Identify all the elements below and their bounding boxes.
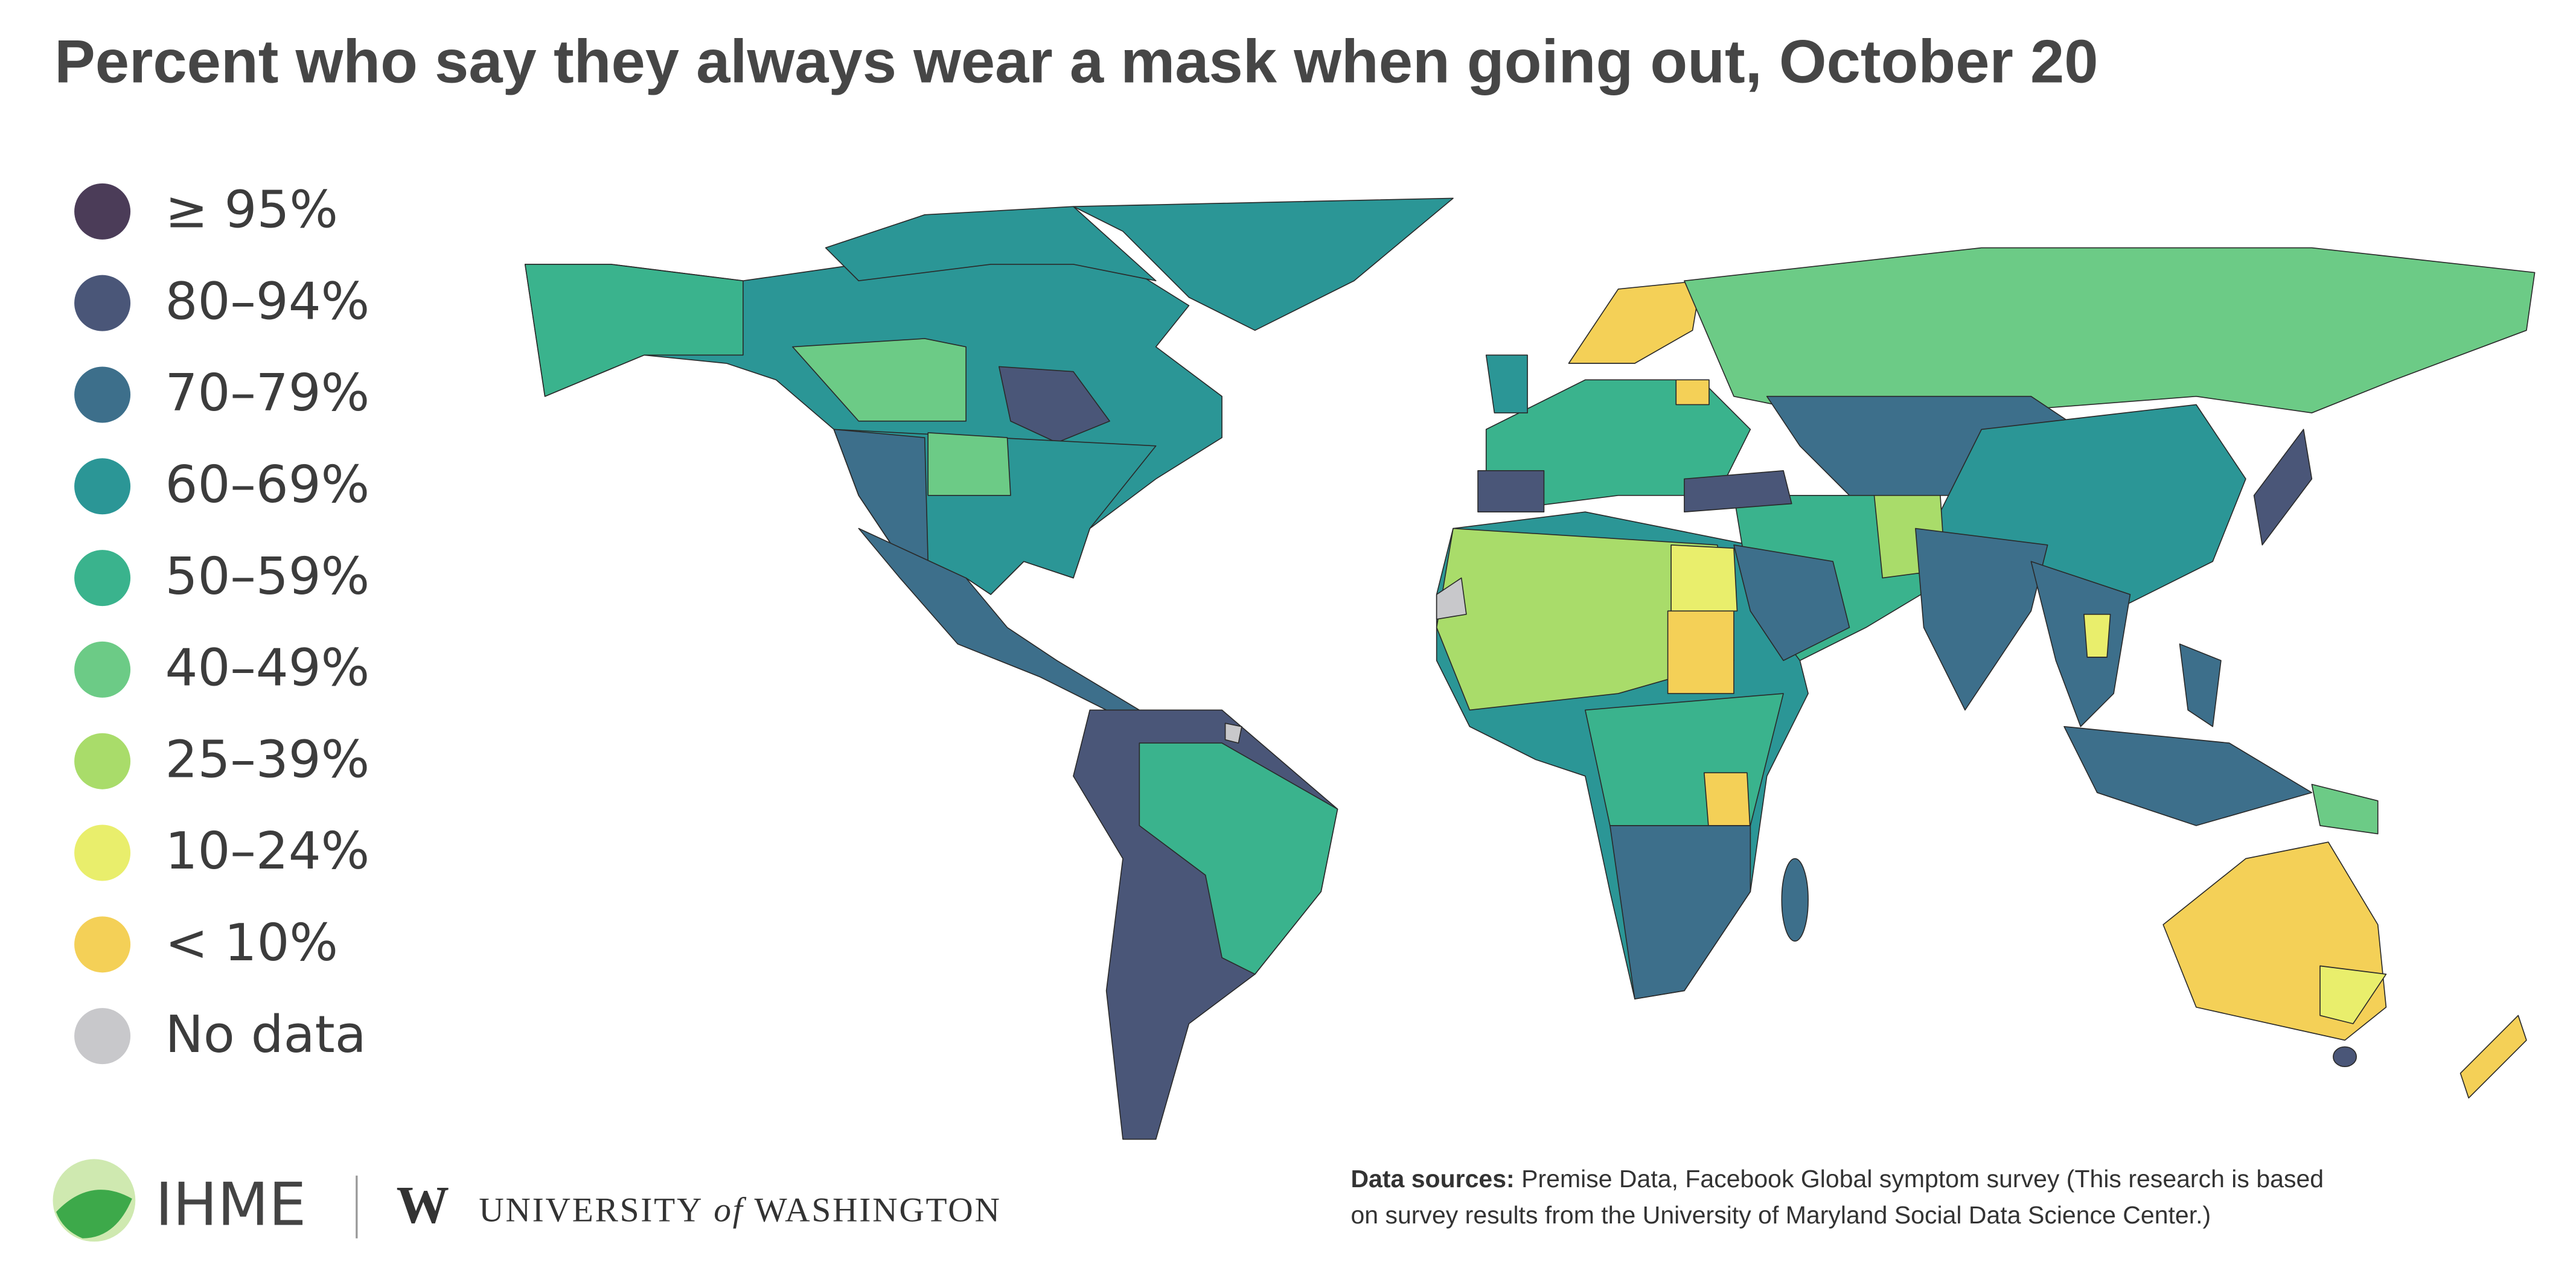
legend-label: ≥ 95% [165,180,338,240]
japan [2253,429,2313,546]
canada-west [792,338,967,422]
new-south-wales [2319,965,2387,1024]
indonesia [2063,725,2313,826]
french-guiana [1224,722,1242,744]
arctic-islands [825,206,1157,282]
southern-africa [1609,825,1751,999]
ihme-text: IHME [155,1170,306,1239]
north-africa [1436,528,1734,711]
greenland [1073,197,1454,331]
washington: WASHINGTON [755,1191,1002,1229]
philippines [2179,643,2222,727]
iberia [1477,470,1545,513]
legend-swatch [74,733,131,789]
belarus [1675,379,1710,406]
legend-swatch [74,1008,131,1065]
logo-leaf [56,1190,132,1239]
data-sources: Data sources: Premise Data, Facebook Glo… [1350,1165,2324,1193]
tasmania [2333,1046,2357,1068]
legend-swatch [74,824,131,881]
russia [1684,247,2536,413]
india [1915,528,2048,711]
sources-label: Data sources: [1350,1165,1514,1193]
thailand [2083,613,2111,658]
western-sahara [1436,577,1467,620]
saudi-arabia [1733,544,1850,662]
legend-label: 60–69% [165,454,370,514]
legend-swatch [74,275,131,331]
turkey [1684,470,1792,513]
new-zealand [2459,1015,2527,1099]
uw-logo: W [396,1175,449,1234]
uk-ireland [1485,354,1528,413]
egypt [1670,544,1738,612]
quebec [999,366,1110,444]
madagascar [1781,858,1809,942]
legend-label: 40–49% [165,638,370,698]
papua-new-guinea [2311,783,2379,835]
university: UNIVERSITY [479,1191,703,1229]
legend-label: 10–24% [165,821,370,881]
legend-label: 70–79% [165,363,370,422]
central-africa [1585,693,1784,826]
legend-swatch [74,550,131,607]
ihme-logo: IHME [53,1159,306,1242]
legend-swatch [74,641,131,698]
legend-label: No data [165,1004,366,1064]
brazil [1139,742,1338,975]
legend: ≥ 95% 80–94% 70–79% 60–69% 50–59% 40–49% 25–39… [74,180,369,1065]
legend-swatch [74,916,131,973]
university-name: UNIVERSITY of WASHINGTON [479,1191,1002,1229]
scandinavia [1568,280,1702,364]
tanzania [1703,772,1751,835]
of: of [714,1191,746,1229]
legend-swatch [74,183,131,240]
alaska [524,264,744,397]
sudan [1667,610,1734,694]
legend-label: 50–59% [165,546,370,606]
southeast-asia [2030,561,2131,727]
legend-label: 25–39% [165,729,370,789]
title: Percent who say they always wear a mask … [54,27,2098,95]
legend-label: 80–94% [165,271,370,331]
usa-plains [927,432,1011,496]
legend-swatch [74,366,131,423]
legend-label: < 10% [165,913,338,972]
sources-line: Premise Data, Facebook Global symptom su… [1515,1165,2324,1193]
legend-swatch [74,458,131,515]
world-map [524,197,2536,1140]
sources-line: on survey results from the University of… [1350,1201,2211,1229]
